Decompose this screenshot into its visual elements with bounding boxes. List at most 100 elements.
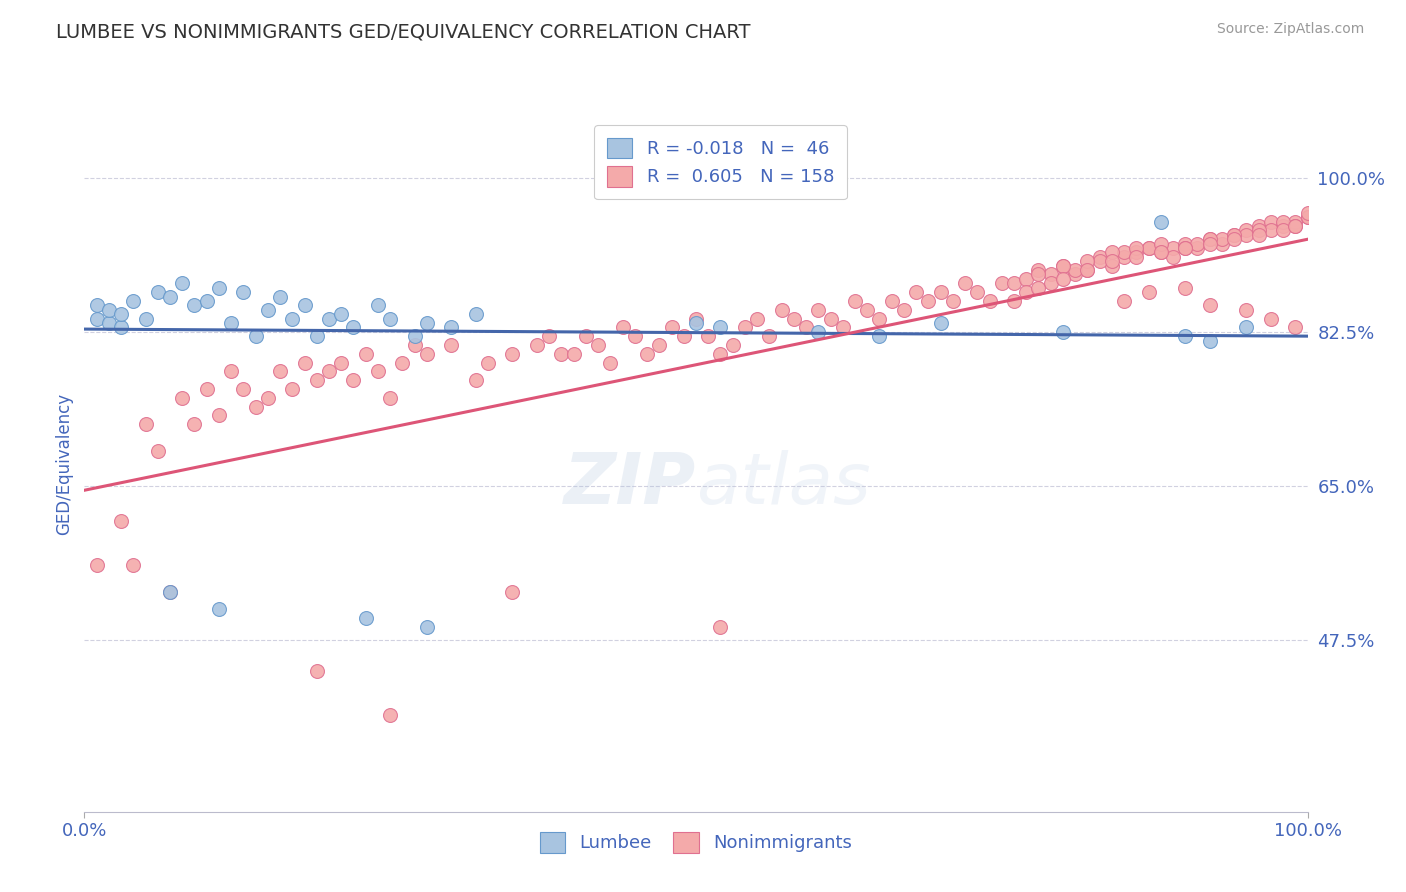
Point — [1198, 334, 1220, 348]
Point — [1101, 254, 1123, 268]
Point — [281, 382, 304, 396]
Point — [979, 293, 1001, 308]
Point — [1028, 268, 1050, 282]
Point — [416, 316, 439, 330]
Point — [1223, 227, 1246, 242]
Point — [1272, 214, 1295, 228]
Point — [1015, 285, 1038, 299]
Point — [856, 302, 879, 317]
Point — [269, 364, 291, 378]
Point — [110, 514, 132, 528]
Point — [1039, 277, 1062, 291]
Point — [1125, 241, 1147, 255]
Point — [219, 316, 242, 330]
Point — [86, 298, 108, 312]
Point — [1052, 325, 1074, 339]
Point — [783, 311, 806, 326]
Point — [697, 329, 720, 343]
Point — [342, 373, 364, 387]
Point — [1234, 223, 1257, 237]
Point — [245, 400, 267, 414]
Point — [1150, 214, 1173, 228]
Point — [367, 298, 389, 312]
Y-axis label: GED/Equivalency: GED/Equivalency — [55, 392, 73, 535]
Point — [208, 602, 231, 616]
Point — [305, 373, 328, 387]
Point — [257, 302, 280, 317]
Point — [612, 320, 634, 334]
Point — [1125, 250, 1147, 264]
Point — [747, 311, 769, 326]
Point — [1260, 214, 1282, 228]
Point — [294, 355, 316, 369]
Point — [1174, 241, 1197, 255]
Point — [464, 307, 486, 321]
Point — [624, 329, 647, 343]
Point — [208, 281, 231, 295]
Point — [721, 338, 744, 352]
Point — [1198, 232, 1220, 246]
Point — [416, 620, 439, 634]
Point — [1211, 232, 1233, 246]
Point — [404, 338, 426, 352]
Point — [1076, 254, 1098, 268]
Point — [1223, 232, 1246, 246]
Point — [195, 382, 218, 396]
Point — [1198, 236, 1220, 251]
Legend: Lumbee, Nonimmigrants: Lumbee, Nonimmigrants — [527, 819, 865, 865]
Point — [318, 311, 340, 326]
Point — [1198, 298, 1220, 312]
Point — [354, 347, 377, 361]
Point — [1272, 219, 1295, 233]
Point — [599, 355, 621, 369]
Point — [440, 320, 463, 334]
Point — [1284, 219, 1306, 233]
Point — [1174, 236, 1197, 251]
Point — [1174, 241, 1197, 255]
Point — [1198, 232, 1220, 246]
Point — [869, 329, 891, 343]
Point — [1234, 320, 1257, 334]
Point — [636, 347, 658, 361]
Point — [440, 338, 463, 352]
Point — [1015, 272, 1038, 286]
Point — [245, 329, 267, 343]
Point — [1187, 236, 1209, 251]
Point — [1223, 227, 1246, 242]
Point — [380, 391, 402, 405]
Point — [1272, 223, 1295, 237]
Point — [1150, 236, 1173, 251]
Point — [1052, 259, 1074, 273]
Point — [550, 347, 572, 361]
Point — [122, 558, 145, 573]
Point — [1234, 227, 1257, 242]
Point — [97, 316, 120, 330]
Point — [477, 355, 499, 369]
Point — [183, 298, 205, 312]
Point — [135, 311, 157, 326]
Point — [905, 285, 928, 299]
Point — [1247, 227, 1270, 242]
Point — [709, 620, 731, 634]
Point — [685, 311, 707, 326]
Point — [1150, 245, 1173, 260]
Point — [990, 277, 1012, 291]
Point — [526, 338, 548, 352]
Point — [966, 285, 988, 299]
Point — [318, 364, 340, 378]
Point — [1150, 245, 1173, 260]
Point — [110, 307, 132, 321]
Point — [685, 316, 707, 330]
Point — [294, 298, 316, 312]
Point — [269, 289, 291, 303]
Point — [1125, 245, 1147, 260]
Text: Source: ZipAtlas.com: Source: ZipAtlas.com — [1216, 22, 1364, 37]
Point — [1296, 206, 1319, 220]
Point — [575, 329, 598, 343]
Point — [330, 307, 353, 321]
Point — [1052, 272, 1074, 286]
Point — [1101, 245, 1123, 260]
Point — [208, 409, 231, 423]
Point — [219, 364, 242, 378]
Point — [159, 584, 181, 599]
